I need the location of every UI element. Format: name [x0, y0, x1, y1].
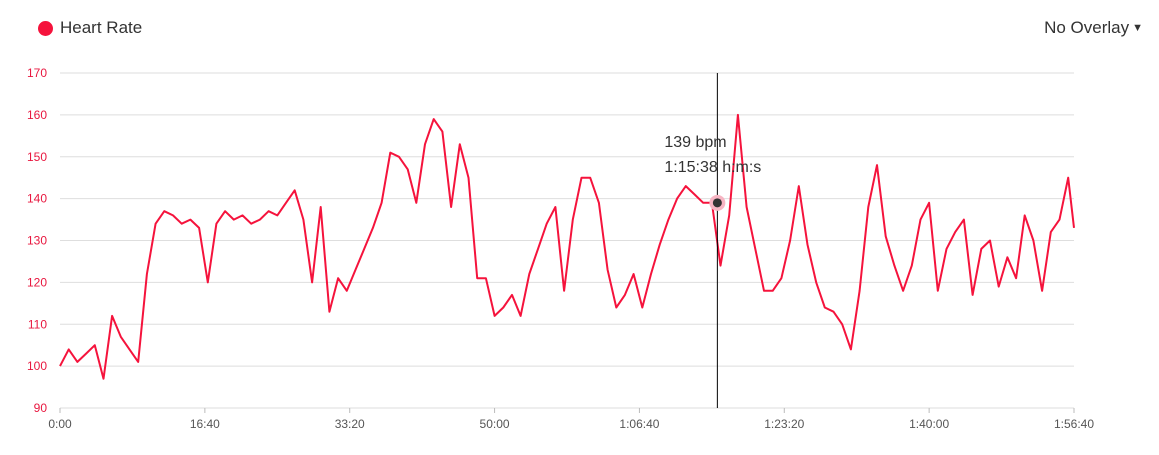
overlay-dropdown-label: No Overlay — [1044, 18, 1130, 37]
y-tick-label: 140 — [27, 192, 47, 206]
y-tick-label: 90 — [34, 401, 48, 415]
hover-marker — [712, 198, 722, 208]
y-tick-label: 100 — [27, 359, 47, 373]
caret-down-icon: ▼ — [1132, 22, 1143, 34]
x-tick-label: 50:00 — [480, 417, 510, 431]
x-tick-label: 16:40 — [190, 417, 220, 431]
overlay-dropdown[interactable]: No Overlay ▼ — [1044, 18, 1143, 38]
x-tick-label: 1:06:40 — [619, 417, 659, 431]
x-tick-label: 1:23:20 — [764, 417, 804, 431]
x-tick-label: 1:40:00 — [909, 417, 949, 431]
y-tick-label: 160 — [27, 108, 47, 122]
legend-label: Heart Rate — [60, 18, 143, 37]
y-tick-label: 130 — [27, 234, 47, 248]
x-tick-label: 0:00 — [48, 417, 72, 431]
y-tick-label: 120 — [27, 275, 47, 289]
legend-heart-rate[interactable]: Heart Rate — [38, 18, 142, 38]
tooltip-value: 139 bpm — [664, 134, 726, 151]
y-tick-label: 170 — [27, 66, 47, 80]
heart-rate-series-line — [59, 113, 1075, 380]
y-tick-label: 110 — [28, 317, 47, 331]
legend-color-dot-icon — [38, 20, 53, 36]
x-tick-label: 33:20 — [335, 417, 365, 431]
tooltip-time: 1:15:38 h:m:s — [664, 159, 761, 176]
y-tick-label: 150 — [27, 150, 47, 164]
x-tick-label: 1:56:40 — [1054, 417, 1094, 431]
